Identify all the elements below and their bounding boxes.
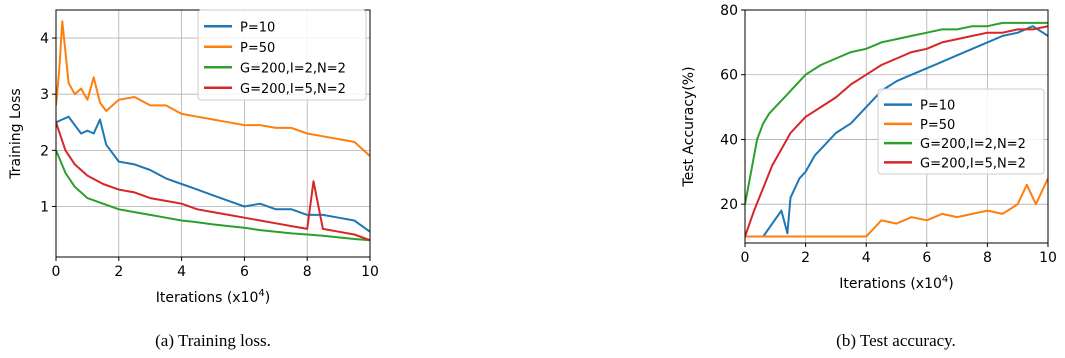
b-xtick-label-0: 0 (741, 250, 750, 266)
b-xtick-label-3: 6 (922, 250, 931, 266)
b-series-line-0 (745, 25, 1048, 238)
b-caption: (b) Test accuracy. (836, 331, 956, 350)
b-axes-frame (744, 9, 1049, 244)
a-xtick-label-3: 6 (240, 264, 249, 280)
b-ytick-label-0: 20 (720, 197, 738, 213)
b-legend-label-3: G=200,I=5,N=2 (920, 156, 1026, 171)
b-legend-box (877, 88, 1045, 175)
a-xtick-label-1: 2 (114, 264, 123, 280)
b-xtick-label-4: 8 (983, 250, 992, 266)
b-xtick-label-2: 4 (862, 250, 871, 266)
test-accuracy-chart: 0 2 4 6 8 10 20 40 60 80 Iterations (x104) Test Acc… (681, 3, 1057, 350)
a-ytick-label-2: 3 (40, 87, 49, 103)
b-ylabel: Test Accuracy(%) (681, 66, 697, 187)
a-ytick-label-3: 4 (40, 31, 49, 47)
b-legend-label-0: P=10 (920, 99, 955, 114)
b-series-line-3 (745, 25, 1048, 237)
b-series-line-2 (745, 21, 1048, 205)
b-ytick-label-3: 80 (720, 3, 738, 19)
a-xtick-label-2: 4 (177, 264, 186, 280)
a-legend: P=10 P=50 G=200,I=2,N=2 G=200,I=5,N=2 (197, 9, 367, 101)
a-legend-label-0: P=10 (240, 20, 275, 35)
a-legend-label-1: P=50 (240, 41, 275, 56)
a-series-line-0 (56, 115, 370, 233)
b-legend-label-1: P=50 (920, 118, 955, 133)
a-ytick-label-1: 2 (40, 143, 49, 159)
a-series-line-2 (56, 149, 370, 242)
a-ylabel: Training Loss (8, 88, 24, 179)
b-ytick-label-2: 60 (720, 68, 738, 84)
a-ytick-label-0: 1 (40, 199, 49, 215)
b-series-line-1 (745, 177, 1048, 238)
a-xtick-label-0: 0 (52, 264, 61, 280)
b-xlabel: Iterations (x104) (839, 274, 954, 292)
a-series-line-1 (56, 20, 370, 157)
a-caption: (a) Training loss. (155, 331, 271, 350)
a-xtick-label-4: 8 (303, 264, 312, 280)
b-xtick-label-1: 2 (801, 250, 810, 266)
b-legend-label-2: G=200,I=2,N=2 (920, 137, 1026, 152)
b-legend: P=10 P=50 G=200,I=2,N=2 G=200,I=5,N=2 (877, 88, 1045, 175)
a-legend-label-3: G=200,I=5,N=2 (240, 82, 346, 97)
a-xtick-label-5: 10 (361, 264, 379, 280)
b-xtick-label-5: 10 (1039, 250, 1057, 266)
a-legend-label-2: G=200,I=2,N=2 (240, 61, 346, 76)
b-ytick-label-1: 40 (720, 132, 738, 148)
a-xlabel: Iterations (x104) (156, 288, 271, 306)
a-legend-box (197, 9, 367, 101)
a-series-line-3 (56, 121, 370, 242)
